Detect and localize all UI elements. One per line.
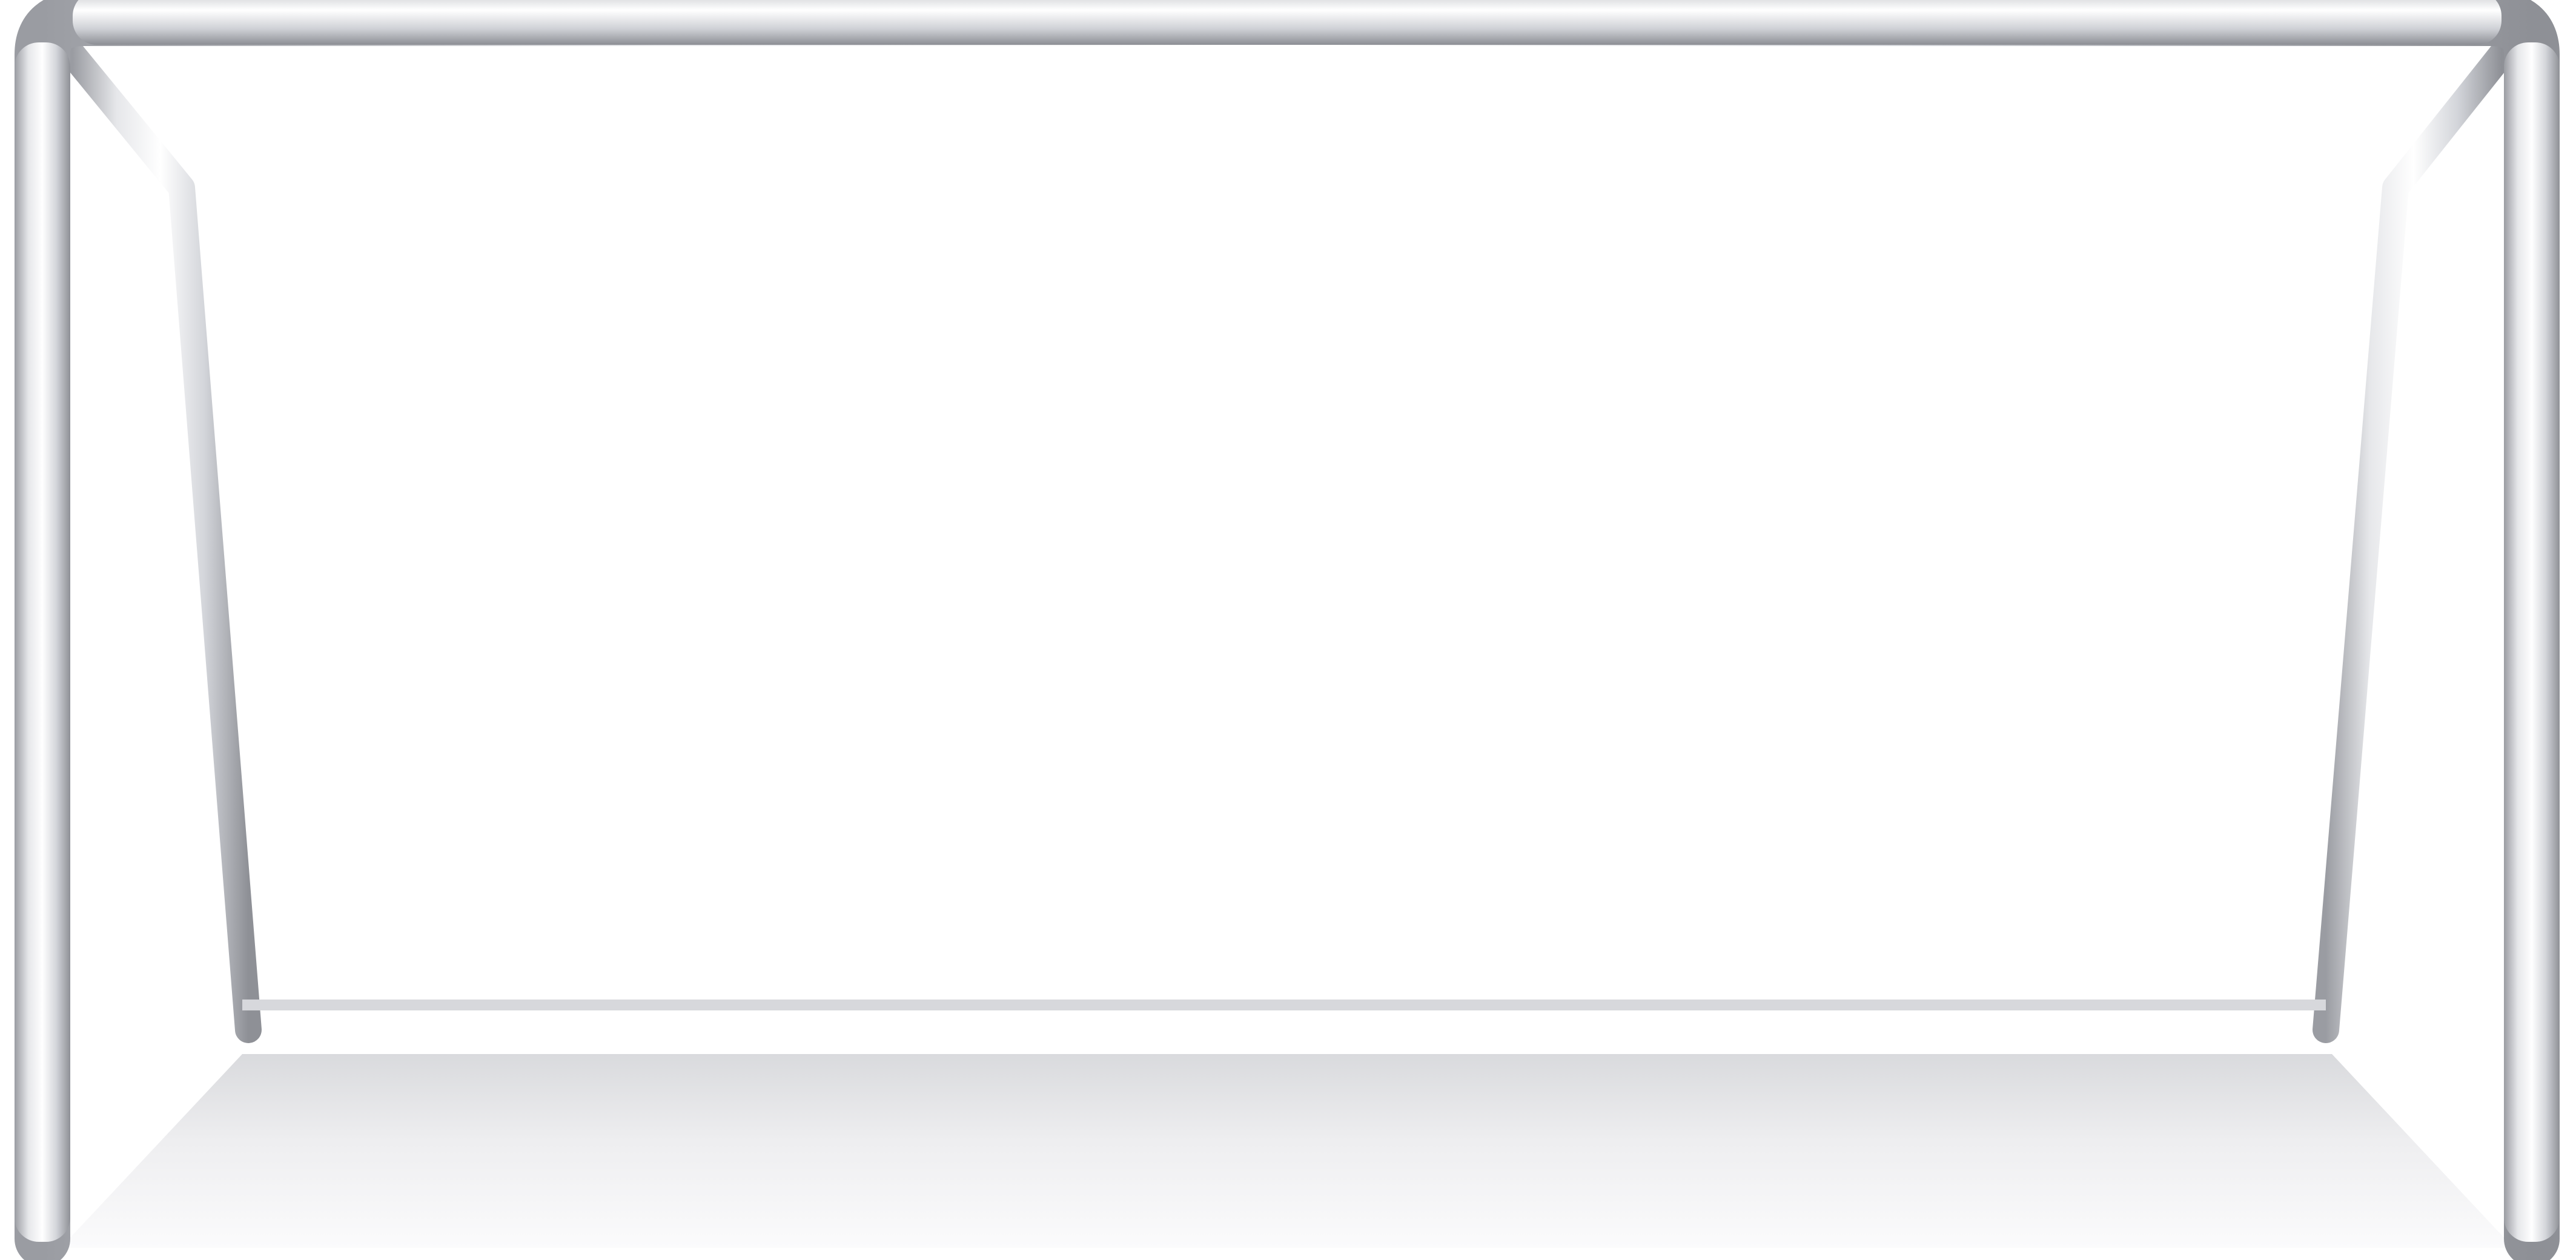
- back-ground-bar: [242, 1000, 2326, 1010]
- left-post: [15, 42, 70, 1242]
- goal-floor: [61, 1054, 2514, 1248]
- right-post: [2504, 42, 2560, 1242]
- back-left-support: [59, 41, 262, 1043]
- back-right-support: [2313, 41, 2515, 1043]
- crossbar: [73, 0, 2502, 45]
